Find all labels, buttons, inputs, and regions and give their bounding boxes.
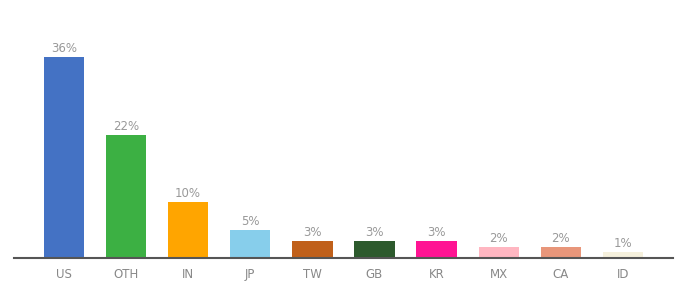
Bar	[168, 202, 208, 258]
Bar	[354, 241, 394, 258]
Text: 36%: 36%	[51, 42, 77, 55]
Bar	[541, 247, 581, 258]
Bar	[416, 241, 457, 258]
Text: 3%: 3%	[303, 226, 322, 239]
Text: 3%: 3%	[427, 226, 446, 239]
Bar	[230, 230, 271, 258]
Bar	[44, 57, 84, 258]
Text: 3%: 3%	[365, 226, 384, 239]
Text: 10%: 10%	[175, 187, 201, 200]
Bar	[479, 247, 519, 258]
Text: 22%: 22%	[113, 120, 139, 133]
Text: 5%: 5%	[241, 215, 260, 228]
Text: 2%: 2%	[490, 232, 508, 244]
Bar	[105, 135, 146, 258]
Bar	[292, 241, 333, 258]
Text: 1%: 1%	[614, 237, 632, 250]
Bar	[603, 252, 643, 258]
Text: 2%: 2%	[551, 232, 571, 244]
